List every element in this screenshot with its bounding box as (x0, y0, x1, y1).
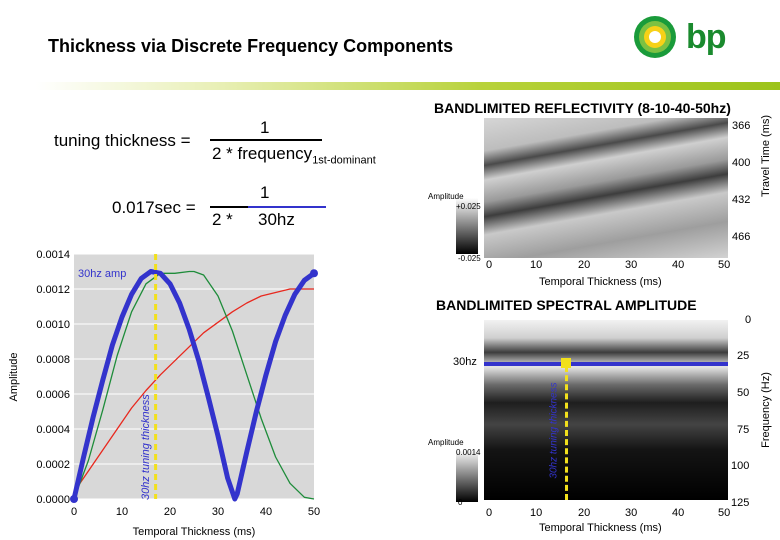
chart-gridlines (74, 253, 314, 500)
series-line-2 (73, 288, 314, 493)
spectral-tuning-label: 30hz tuning thickness (548, 382, 560, 479)
reflectivity-y-axis-label: Travel Time (ms) (760, 114, 772, 198)
reflectivity-xtick-40: 40 (672, 259, 685, 271)
bp-logo-text: bp (686, 18, 727, 56)
formula-denominator-main: 2 * frequency (212, 144, 313, 163)
spectral-tuning-marker (565, 366, 568, 500)
reflectivity-xtick-30: 30 (625, 259, 638, 271)
reflectivity-colorbar-max: +0.025 (456, 202, 481, 211)
formula-fraction-bar-2-black (210, 206, 248, 208)
spectral-colorbar-max: 0.0014 (456, 448, 481, 457)
y-tick-label: 0.0004 (36, 424, 70, 436)
y-axis-label: Amplitude (8, 353, 20, 402)
spectral-colorbar (456, 450, 478, 502)
reflectivity-xtick-50: 50 (718, 259, 731, 271)
formula-fraction-bar-2-blue (248, 206, 326, 208)
series-endpoint (310, 269, 318, 278)
spectral-ytick-125: 125 (731, 497, 750, 509)
annotation-30hz-amp: 30hz amp (78, 268, 126, 280)
y-tick-label: 0.0000 (36, 494, 70, 506)
title-divider (36, 82, 780, 90)
x-tick-label: 40 (260, 506, 272, 518)
x-axis-label: Temporal Thickness (ms) (133, 526, 256, 538)
formula-denominator-2-right: 30hz (258, 210, 295, 229)
y-tick-label: 0.0010 (36, 319, 70, 331)
formula-numerator-2: 1 (260, 183, 270, 202)
spectral-y-axis-label: Frequency (Hz) (760, 372, 772, 448)
series-endpoint (70, 495, 78, 503)
reflectivity-title: BANDLIMITED REFLECTIVITY (8-10-40-50hz) (434, 100, 731, 116)
series-line-0 (71, 269, 316, 502)
x-tick-label: 20 (164, 506, 176, 518)
spectral-xtick-10: 10 (530, 507, 543, 519)
plot-area (74, 254, 314, 499)
reflectivity-xtick-0: 0 (486, 259, 493, 271)
formula-denominator-subscript: 1st-dominant (312, 154, 376, 167)
x-tick-label: 50 (308, 506, 320, 518)
slide-title: Thickness via Discrete Frequency Compone… (48, 36, 454, 56)
spectral-ytick-75: 75 (737, 424, 750, 436)
spectral-ytick-100: 100 (731, 460, 750, 472)
spectral-ytick-50: 50 (737, 387, 750, 399)
formula-fraction-bar-1 (210, 139, 322, 141)
x-tick-label: 30 (212, 506, 224, 518)
spectral-panel (484, 320, 728, 500)
y-tick-labels: 0.0000 0.0002 0.0004 0.0006 0.0008 0.0010 0.00… (36, 249, 70, 506)
series-line-1 (73, 270, 315, 500)
chart-series (70, 269, 318, 503)
reflectivity-ytick-400: 400 (732, 157, 751, 169)
spectral-colorbar-title: Amplitude (428, 438, 464, 447)
spectral-x-axis-label: Temporal Thickness (ms) (539, 522, 662, 534)
reflectivity-colorbar (456, 198, 478, 254)
reflectivity-ytick-432: 432 (732, 194, 751, 206)
reflectivity-panel (484, 118, 728, 258)
y-tick-label: 0.0012 (36, 284, 70, 296)
formula-numerator-1: 1 (260, 118, 270, 137)
y-tick-label: 0.0002 (36, 459, 70, 471)
reflectivity-xtick-20: 20 (578, 259, 591, 271)
reflectivity-ytick-366: 366 (732, 120, 751, 132)
formula-lhs-1: tuning thickness = (54, 131, 191, 150)
formula-lhs-2: 0.017sec = (112, 198, 196, 217)
spectral-xtick-20: 20 (578, 507, 591, 519)
spectral-30hz-label: 30hz (453, 356, 477, 368)
spectral-30hz-line (484, 362, 728, 366)
x-tick-label: 0 (71, 506, 77, 518)
y-tick-label: 0.0006 (36, 389, 70, 401)
bp-helios-icon (632, 14, 678, 60)
spectral-xtick-50: 50 (718, 507, 731, 519)
reflectivity-ytick-466: 466 (732, 231, 751, 243)
spectral-ytick-25: 25 (737, 350, 750, 362)
x-tick-label: 10 (116, 506, 128, 518)
y-tick-label: 0.0008 (36, 354, 70, 366)
spectral-xtick-40: 40 (672, 507, 685, 519)
reflectivity-x-axis-label: Temporal Thickness (ms) (539, 276, 662, 288)
spectral-xtick-30: 30 (625, 507, 638, 519)
spectral-intersection-dot (561, 358, 571, 368)
formula-denominator-1: 2 * frequency1st-dominant (212, 144, 376, 166)
amplitude-line-chart: 0.0000 0.0002 0.0004 0.0006 0.0008 0.0010 0.00… (8, 249, 320, 538)
reflectivity-xtick-10: 10 (530, 259, 543, 271)
spectral-ytick-0: 0 (745, 314, 752, 326)
formula-denominator-2-left: 2 * (212, 210, 233, 229)
spectral-title: BANDLIMITED SPECTRAL AMPLITUDE (436, 297, 697, 313)
spectral-colorbar-min: 0 (458, 498, 463, 507)
reflectivity-colorbar-min: -0.025 (458, 254, 481, 263)
x-tick-labels: 0 10 20 30 40 50 (71, 506, 320, 518)
reflectivity-colorbar-title: Amplitude (428, 192, 464, 201)
spectral-xtick-0: 0 (486, 507, 493, 519)
y-tick-label: 0.0014 (36, 249, 70, 261)
annotation-tuning-thickness: 30hz tuning thickness (140, 394, 152, 500)
